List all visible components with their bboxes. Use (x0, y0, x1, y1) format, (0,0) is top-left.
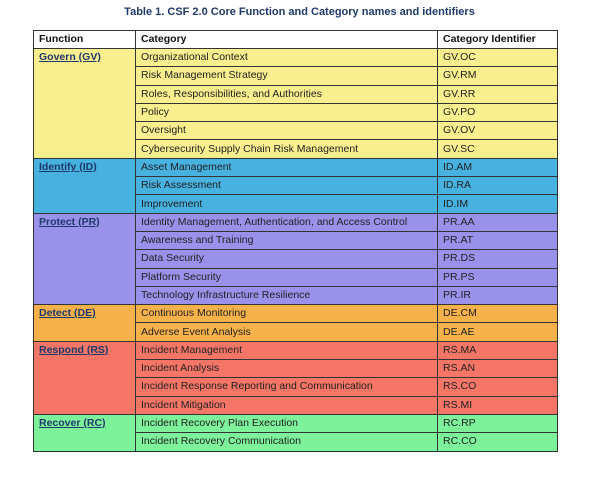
identifier-cell: PR.PS (437, 267, 558, 287)
category-cell: Asset Management (135, 157, 438, 178)
function-group: Protect (PR) Identity Management, Authent… (33, 212, 558, 306)
function-group: Respond (RS) Incident Management RS.MA Inci… (33, 340, 558, 415)
identifier-cell: RS.MI (437, 395, 558, 415)
function-cell: Detect (DE) (33, 304, 136, 342)
identifier-cell: RC.CO (437, 432, 558, 452)
category-cell: Continuous Monitoring (135, 304, 438, 324)
category-cell: Risk Management Strategy (135, 66, 438, 86)
identifier-cell: ID.IM (437, 194, 558, 214)
function-cell: Protect (PR) (33, 212, 136, 306)
identifier-cell: RS.AN (437, 359, 558, 379)
category-cell: Adverse Event Analysis (135, 322, 438, 342)
identifier-cell: ID.RA (437, 176, 558, 196)
identifier-cell: RC.RP (437, 413, 558, 434)
category-row: Improvement ID.IM (34, 194, 558, 214)
category-row: Roles, Responsibilities, and Authorities… (34, 84, 558, 104)
category-row: Respond (RS) Incident Management RS.MA (33, 340, 558, 415)
identifier-cell: DE.AE (437, 322, 558, 342)
function-group: Identify (ID) Asset Management ID.AM Risk A… (33, 157, 558, 214)
category-row: Identify (ID) Asset Management ID.AM (33, 157, 558, 214)
category-cell: Risk Assessment (135, 176, 438, 196)
category-cell: Policy (135, 102, 438, 123)
identifier-cell: GV.PO (437, 102, 558, 123)
category-cell: Improvement (135, 194, 438, 214)
function-cell: Recover (RC) (33, 413, 136, 452)
category-row: Awareness and Training PR.AT (34, 230, 558, 251)
category-cell: Organizational Context (135, 47, 438, 68)
category-row: Detect (DE) Continuous Monitoring DE.CM (33, 304, 558, 342)
category-row: Cybersecurity Supply Chain Risk Manageme… (34, 139, 558, 159)
table-title: Table 1. CSF 2.0 Core Function and Categ… (124, 6, 475, 18)
category-row: Protect (PR) Identity Management, Authent… (33, 212, 558, 306)
identifier-cell: GV.RR (437, 84, 558, 104)
identifier-cell: RS.CO (437, 377, 558, 397)
category-row: Incident Recovery Communication RC.CO (34, 432, 558, 452)
category-row: Incident Mitigation RS.MI (34, 395, 558, 415)
header-row: Function Category Category Identifier (33, 30, 558, 49)
identifier-cell: GV.RM (437, 66, 558, 86)
category-cell: Incident Recovery Communication (135, 432, 438, 452)
function-group: Detect (DE) Continuous Monitoring DE.CM Adv… (33, 304, 558, 342)
identifier-cell: GV.OV (437, 121, 558, 141)
category-cell: Incident Response Reporting and Communic… (135, 377, 438, 397)
identifier-cell: GV.OC (437, 47, 558, 68)
category-row: Risk Assessment ID.RA (34, 176, 558, 196)
category-cell: Incident Mitigation (135, 395, 438, 415)
category-row: Policy GV.PO (34, 102, 558, 123)
identifier-cell: ID.AM (437, 157, 558, 178)
identifier-cell: RS.MA (437, 340, 558, 361)
function-cell: Govern (GV) (33, 48, 136, 159)
category-cell: Incident Recovery Plan Execution (135, 413, 438, 434)
column-header: Category (135, 30, 438, 49)
identifier-cell: PR.AA (437, 212, 558, 232)
category-row: Incident Response Reporting and Communic… (34, 377, 558, 397)
category-cell: Incident Management (135, 340, 438, 361)
category-cell: Cybersecurity Supply Chain Risk Manageme… (135, 139, 438, 159)
function-cell: Respond (RS) (33, 340, 136, 415)
identifier-cell: PR.IR (437, 285, 558, 306)
table: Function Category Category Identifier Go… (33, 30, 558, 452)
identifier-cell: PR.DS (437, 249, 558, 269)
category-row: Data Security PR.DS (34, 249, 558, 269)
function-group: Govern (GV) Organizational Context GV.OC Ri… (33, 47, 558, 159)
identifier-cell: GV.SC (437, 139, 558, 159)
category-cell: Oversight (135, 121, 438, 141)
category-row: Recover (RC) Incident Recovery Plan Execu… (33, 413, 558, 452)
category-cell: Awareness and Training (135, 230, 438, 251)
category-cell: Incident Analysis (135, 359, 438, 379)
column-header: Function (33, 30, 136, 49)
category-row: Adverse Event Analysis DE.AE (34, 322, 558, 342)
function-cell: Identify (ID) (33, 157, 136, 214)
category-cell: Data Security (135, 249, 438, 269)
category-cell: Roles, Responsibilities, and Authorities (135, 84, 438, 104)
identifier-cell: PR.AT (437, 230, 558, 251)
function-group: Recover (RC) Incident Recovery Plan Execu… (33, 413, 558, 452)
table-head: Function Category Category Identifier (33, 30, 558, 49)
category-row: Risk Management Strategy GV.RM (34, 66, 558, 86)
category-row: Platform Security PR.PS (34, 267, 558, 287)
identifier-cell: DE.CM (437, 304, 558, 324)
column-header: Category Identifier (437, 30, 558, 49)
category-cell: Identity Management, Authentication, and… (135, 212, 438, 232)
category-cell: Technology Infrastructure Resilience (135, 285, 438, 306)
category-row: Govern (GV) Organizational Context GV.OC (33, 47, 558, 159)
category-cell: Platform Security (135, 267, 438, 287)
